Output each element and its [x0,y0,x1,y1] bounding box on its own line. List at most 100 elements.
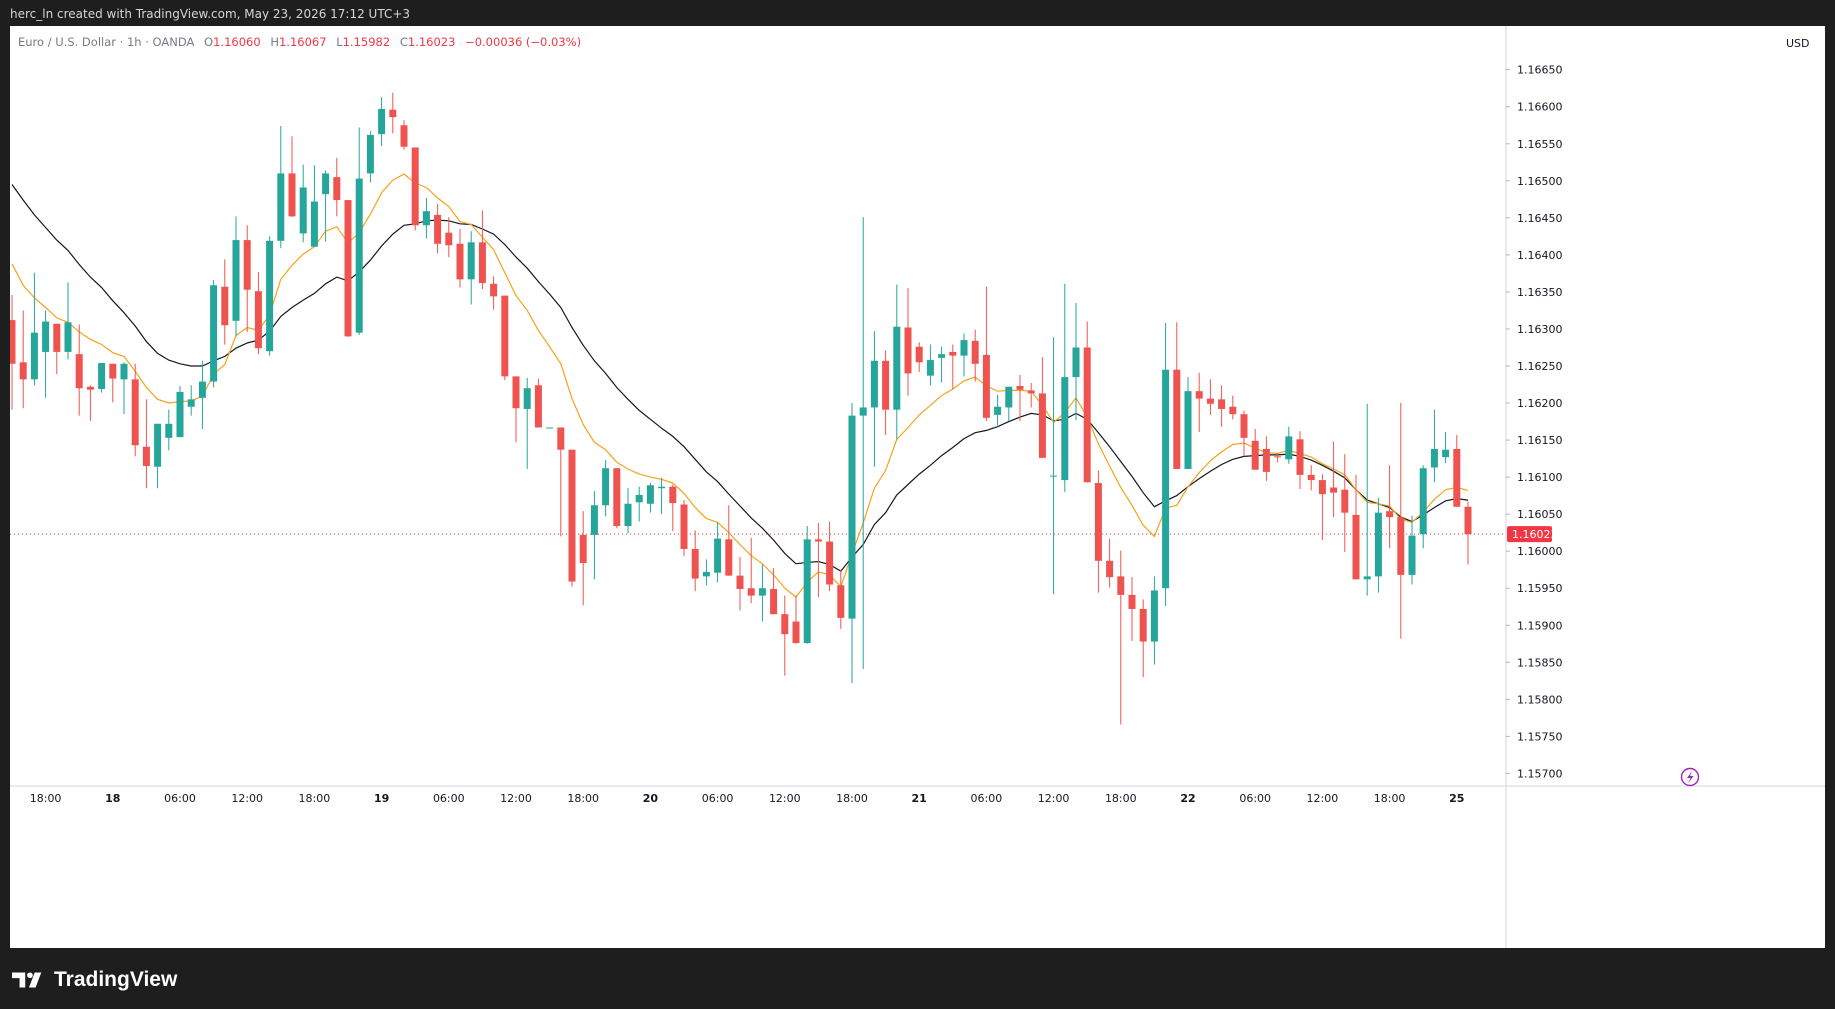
candle [1072,303,1080,421]
symbol-name[interactable]: Euro / U.S. Dollar · 1h · OANDA [18,35,195,49]
candle-body [893,326,901,410]
time-tick-label: 25 [1449,792,1464,805]
candle-body [232,240,240,321]
candle [1162,323,1170,606]
candle-body [1229,406,1237,415]
time-tick-label: 18:00 [1105,792,1137,805]
open-label: O [204,35,214,49]
price-tick-label: 1.15800 [1517,693,1563,706]
candle-body [187,399,195,407]
candle-body [714,538,722,573]
ma-fast-line [11,173,1469,598]
low-label: L [336,35,343,49]
candle-body [1341,489,1349,513]
candle-body [512,376,520,409]
candle [859,217,867,669]
candle [75,324,83,416]
chart-frame[interactable]: 1.16650 1.16600 1.16550 1.16500 1.16450 1.164… [10,26,1825,948]
candle [534,378,542,428]
candle [1094,470,1102,593]
candle [109,363,117,403]
candle [848,403,856,684]
candle [10,294,16,410]
candle-body [42,321,50,352]
tradingview-brand[interactable]: TradingView [12,968,177,992]
candle [1106,538,1114,588]
candle [120,362,128,415]
candle [142,399,150,489]
candle-body [1083,347,1091,483]
candle-body [859,407,867,416]
price-tick-label: 1.16150 [1517,434,1563,447]
candle [1262,436,1270,481]
candle [893,284,901,440]
candle [646,483,654,513]
candle [770,568,778,615]
currency-label[interactable]: USD [1786,37,1810,50]
candle-body [1128,594,1136,609]
candle [131,363,139,457]
candle [1229,395,1237,420]
candle-body [501,295,509,377]
candle-body [30,332,38,380]
plot-area[interactable] [10,26,1506,786]
candle [512,376,520,443]
candle [165,409,173,451]
candle-body [1330,487,1338,493]
candle-body [1296,439,1304,475]
candle-body [680,504,688,549]
candle-body [310,201,318,247]
candle-body [837,585,845,618]
candle [467,231,475,305]
candle [19,310,27,409]
candle-body [938,354,946,358]
time-tick-label: 06:00 [702,792,734,805]
candle [1195,372,1203,432]
candle-body [747,588,755,596]
candle-body [960,340,968,356]
candle-body [378,108,386,135]
time-tick-label: 06:00 [971,792,1003,805]
time-axis[interactable]: 18:00 18 06:00 12:00 18:00 19 06:00 12:00 18:00 2… [30,792,1465,805]
candle [1464,501,1472,565]
price-axis[interactable]: 1.16650 1.16600 1.16550 1.16500 1.16450 1.164… [1506,64,1563,781]
candle [1139,599,1147,678]
candle-body [1307,474,1315,481]
time-tick-label: 12:00 [1038,792,1070,805]
candle [1206,379,1214,415]
candle-body [333,177,341,201]
candle [389,92,397,134]
candle [1363,403,1371,596]
open-value: 1.16060 [213,35,261,49]
candle-body [982,354,990,418]
candle-body [98,363,106,389]
candle-body [1430,448,1438,468]
candle-body [445,232,453,246]
candle-body [870,360,878,408]
candle [557,427,565,537]
candle-body [198,381,206,398]
candle-body [792,621,800,644]
candle [445,217,453,258]
candle-body [915,346,923,363]
candle-body [1162,369,1170,589]
high-value: 1.16067 [278,35,327,49]
candle-body [658,486,666,489]
attribution-text: herc_ln created with TradingView.com, Ma… [10,7,411,21]
time-tick-label: 12:00 [500,792,532,805]
lightning-icon[interactable] [1680,767,1700,787]
price-tick-label: 1.16300 [1517,323,1563,336]
candle-body [758,588,766,596]
candlestick-chart[interactable]: 1.16650 1.16600 1.16550 1.16500 1.16450 1.164… [10,26,1825,948]
candle-body [1106,560,1114,578]
candle-body [568,449,576,582]
candle [971,329,979,382]
time-tick-label: 20 [643,792,659,805]
moving-averages [11,173,1469,598]
candle-body [669,486,677,504]
candle [400,120,408,150]
candle-body [53,323,61,352]
candle [837,569,845,629]
candle [1330,441,1338,518]
candle-body [590,505,598,535]
